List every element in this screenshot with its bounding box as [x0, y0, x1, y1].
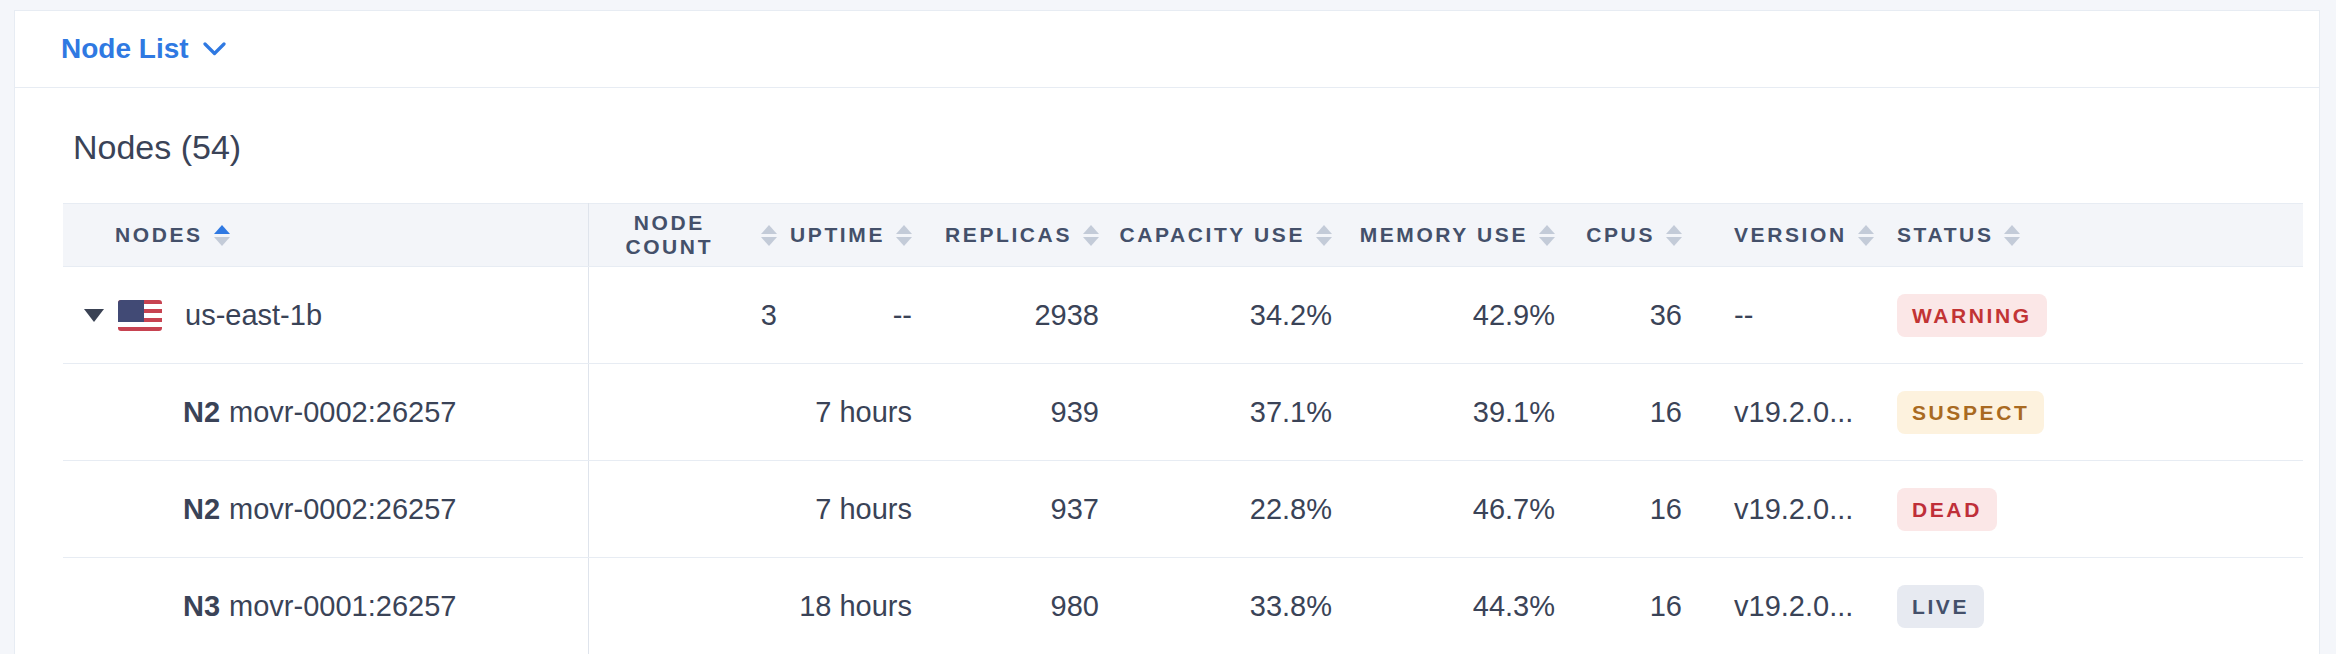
- column-label: STATUS: [1897, 223, 1993, 247]
- column-label: MEMORY USE: [1360, 223, 1528, 247]
- cell-capacity-use: 33.8%: [1113, 558, 1346, 654]
- column-header-capacity-use[interactable]: CAPACITY USE: [1113, 204, 1346, 267]
- status-badge: WARNING: [1897, 294, 2047, 337]
- cell-uptime: 7 hours: [791, 364, 926, 461]
- region-row: us-east-1b3--293834.2%42.9%36--WARNING: [63, 267, 2303, 364]
- column-label: REPLICAS: [945, 223, 1072, 247]
- column-label: NODES: [115, 223, 203, 247]
- column-header-version[interactable]: VERSION: [1696, 204, 1881, 267]
- sort-icon: [1316, 225, 1332, 246]
- sort-icon: [1539, 225, 1555, 246]
- column-label: UPTIME: [790, 223, 885, 247]
- cell-status: DEAD: [1881, 461, 2303, 558]
- column-header-nodes[interactable]: NODES: [63, 204, 588, 267]
- node-list-card: Node List Nodes (54) NODES NODE COUNT UPTI…: [14, 10, 2320, 654]
- page-title: Nodes (54): [73, 130, 2319, 164]
- cell-cpus: 16: [1569, 461, 1696, 558]
- sort-icon: [896, 225, 912, 246]
- cell-status: WARNING: [1881, 267, 2303, 364]
- column-header-node-count[interactable]: NODE COUNT: [588, 204, 791, 267]
- column-label: VERSION: [1734, 223, 1847, 247]
- cell-memory-use: 42.9%: [1346, 267, 1569, 364]
- column-header-cpus[interactable]: CPUS: [1569, 204, 1696, 267]
- sort-icon: [2004, 225, 2020, 246]
- cell-memory-use: 39.1%: [1346, 364, 1569, 461]
- node-row[interactable]: N3 movr-0001:26257 18 hours98033.8%44.3%16…: [63, 558, 2303, 654]
- cell-uptime: 18 hours: [791, 558, 926, 654]
- cell-memory-use: 46.7%: [1346, 461, 1569, 558]
- sort-icon: [1083, 225, 1099, 246]
- cell-status: LIVE: [1881, 558, 2303, 654]
- column-header-memory-use[interactable]: MEMORY USE: [1346, 204, 1569, 267]
- cell-node-count: [588, 461, 791, 558]
- sort-icon: [1666, 225, 1682, 246]
- node-id: N2: [183, 396, 220, 429]
- table-header-row: NODES NODE COUNT UPTIME REPLICAS CAPACITY US…: [63, 204, 2303, 267]
- cell-replicas: 2938: [926, 267, 1113, 364]
- nodes-table: NODES NODE COUNT UPTIME REPLICAS CAPACITY US…: [63, 203, 2303, 654]
- column-label: NODE COUNT: [589, 211, 751, 259]
- us-flag-icon: [118, 300, 162, 331]
- cell-replicas: 937: [926, 461, 1113, 558]
- cell-node-count: 3: [588, 267, 791, 364]
- cell-capacity-use: 22.8%: [1113, 461, 1346, 558]
- chevron-down-icon: [203, 42, 226, 56]
- column-header-status[interactable]: STATUS: [1881, 204, 2303, 267]
- column-header-uptime[interactable]: UPTIME: [791, 204, 926, 267]
- status-badge: SUSPECT: [1897, 391, 2044, 434]
- cell-nodes: N3 movr-0001:26257: [63, 558, 588, 654]
- cell-version: v19.2.0...: [1696, 558, 1881, 654]
- status-badge: DEAD: [1897, 488, 1997, 531]
- node-address: movr-0002:26257: [229, 396, 456, 429]
- cell-status: SUSPECT: [1881, 364, 2303, 461]
- node-list-dropdown-label: Node List: [61, 33, 189, 65]
- cell-memory-use: 44.3%: [1346, 558, 1569, 654]
- cell-cpus: 36: [1569, 267, 1696, 364]
- node-list-dropdown[interactable]: Node List: [61, 33, 226, 65]
- sort-icon: [1858, 225, 1874, 246]
- cell-version: v19.2.0...: [1696, 461, 1881, 558]
- view-selector-bar: Node List: [15, 11, 2319, 88]
- cell-version: --: [1696, 267, 1881, 364]
- cell-node-count: [588, 364, 791, 461]
- status-badge: LIVE: [1897, 585, 1984, 628]
- cell-node-count: [588, 558, 791, 654]
- column-header-replicas[interactable]: REPLICAS: [926, 204, 1113, 267]
- node-row[interactable]: N2 movr-0002:26257 7 hours93722.8%46.7%16v…: [63, 461, 2303, 558]
- cell-uptime: 7 hours: [791, 461, 926, 558]
- cell-replicas: 980: [926, 558, 1113, 654]
- column-label: CPUS: [1586, 223, 1655, 247]
- sort-icon: [761, 225, 777, 246]
- node-address: movr-0002:26257: [229, 493, 456, 526]
- node-id: N3: [183, 590, 220, 623]
- node-address: movr-0001:26257: [229, 590, 456, 623]
- cell-uptime: --: [791, 267, 926, 364]
- cell-replicas: 939: [926, 364, 1113, 461]
- cell-cpus: 16: [1569, 558, 1696, 654]
- sort-icon: [214, 225, 230, 246]
- cell-nodes: N2 movr-0002:26257: [63, 364, 588, 461]
- node-row[interactable]: N2 movr-0002:26257 7 hours93937.1%39.1%16v…: [63, 364, 2303, 461]
- cell-capacity-use: 37.1%: [1113, 364, 1346, 461]
- column-label: CAPACITY USE: [1119, 223, 1305, 247]
- expand-caret-icon[interactable]: [84, 309, 104, 322]
- cell-nodes: N2 movr-0002:26257: [63, 461, 588, 558]
- cell-capacity-use: 34.2%: [1113, 267, 1346, 364]
- cell-cpus: 16: [1569, 364, 1696, 461]
- node-id: N2: [183, 493, 220, 526]
- cell-version: v19.2.0...: [1696, 364, 1881, 461]
- region-name: us-east-1b: [185, 299, 322, 332]
- cell-nodes: us-east-1b: [63, 267, 588, 364]
